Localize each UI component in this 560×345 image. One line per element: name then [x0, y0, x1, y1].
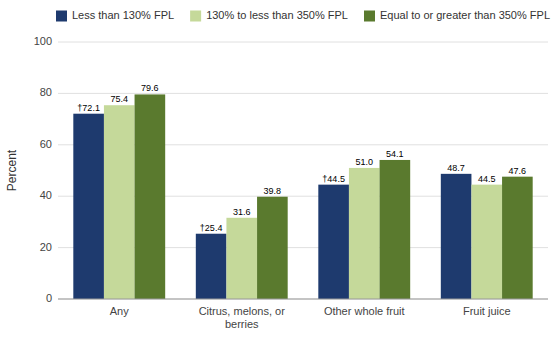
data-label: 48.7 [447, 163, 465, 173]
y-tick-label: 0 [46, 292, 52, 304]
bar [196, 234, 227, 299]
y-tick-label: 40 [40, 189, 52, 201]
bar [73, 114, 104, 299]
y-axis-label: Percent [5, 149, 19, 191]
data-label: 51.0 [355, 157, 373, 167]
bar [257, 197, 288, 299]
data-label: 75.4 [110, 94, 128, 104]
data-label: †44.5 [322, 174, 345, 184]
grid [58, 42, 548, 299]
bar [226, 218, 257, 299]
bar [135, 94, 166, 299]
data-labels: †72.1 †25.4 †44.5 48.7 75.4 31.6 51.0 44.5 79.6 3… [77, 83, 526, 232]
bar [502, 177, 533, 299]
bar [318, 185, 349, 299]
legend-label: Equal to or greater than 350% FPL [380, 9, 550, 21]
bar [471, 185, 502, 299]
grid-line [58, 299, 548, 300]
y-tick-label: 20 [40, 241, 52, 253]
data-label: †72.1 [77, 103, 100, 113]
y-axis: 0 20 40 60 80 100 Percent [5, 35, 52, 304]
legend-label: 130% to less than 350% FPL [206, 9, 348, 21]
grid-line [58, 93, 548, 94]
x-axis-line [58, 299, 548, 300]
bars [73, 94, 532, 299]
data-label: 47.6 [509, 166, 527, 176]
data-label: †25.4 [200, 223, 223, 233]
x-axis: Any Citrus, melons, orberries Other whole … [58, 299, 548, 330]
x-tick-label: Citrus, melons, orberries [199, 305, 286, 330]
data-label: 44.5 [478, 174, 496, 184]
x-tick-label: Any [110, 305, 129, 317]
data-label: 54.1 [386, 149, 404, 159]
bar [349, 168, 380, 299]
y-tick-label: 80 [40, 86, 52, 98]
chart: 0 20 40 60 80 100 Percent †72.1 †25.4 †44.5 48.7 75… [0, 0, 560, 345]
bar [104, 105, 135, 299]
x-tick-label: Fruit juice [463, 305, 511, 317]
data-label: 79.6 [141, 83, 159, 93]
bar [441, 174, 472, 299]
x-tick-label: Other whole fruit [324, 305, 405, 317]
legend-swatch [56, 11, 67, 22]
legend-label: Less than 130% FPL [72, 9, 174, 21]
y-tick-label: 60 [40, 138, 52, 150]
legend: Less than 130% FPL 130% to less than 350%… [56, 9, 550, 22]
data-label: 39.8 [264, 186, 282, 196]
bar [380, 160, 411, 299]
y-tick-label: 100 [34, 35, 52, 47]
data-label: 31.6 [233, 207, 251, 217]
legend-swatch [364, 11, 375, 22]
grid-line [58, 42, 548, 43]
legend-swatch [190, 11, 201, 22]
